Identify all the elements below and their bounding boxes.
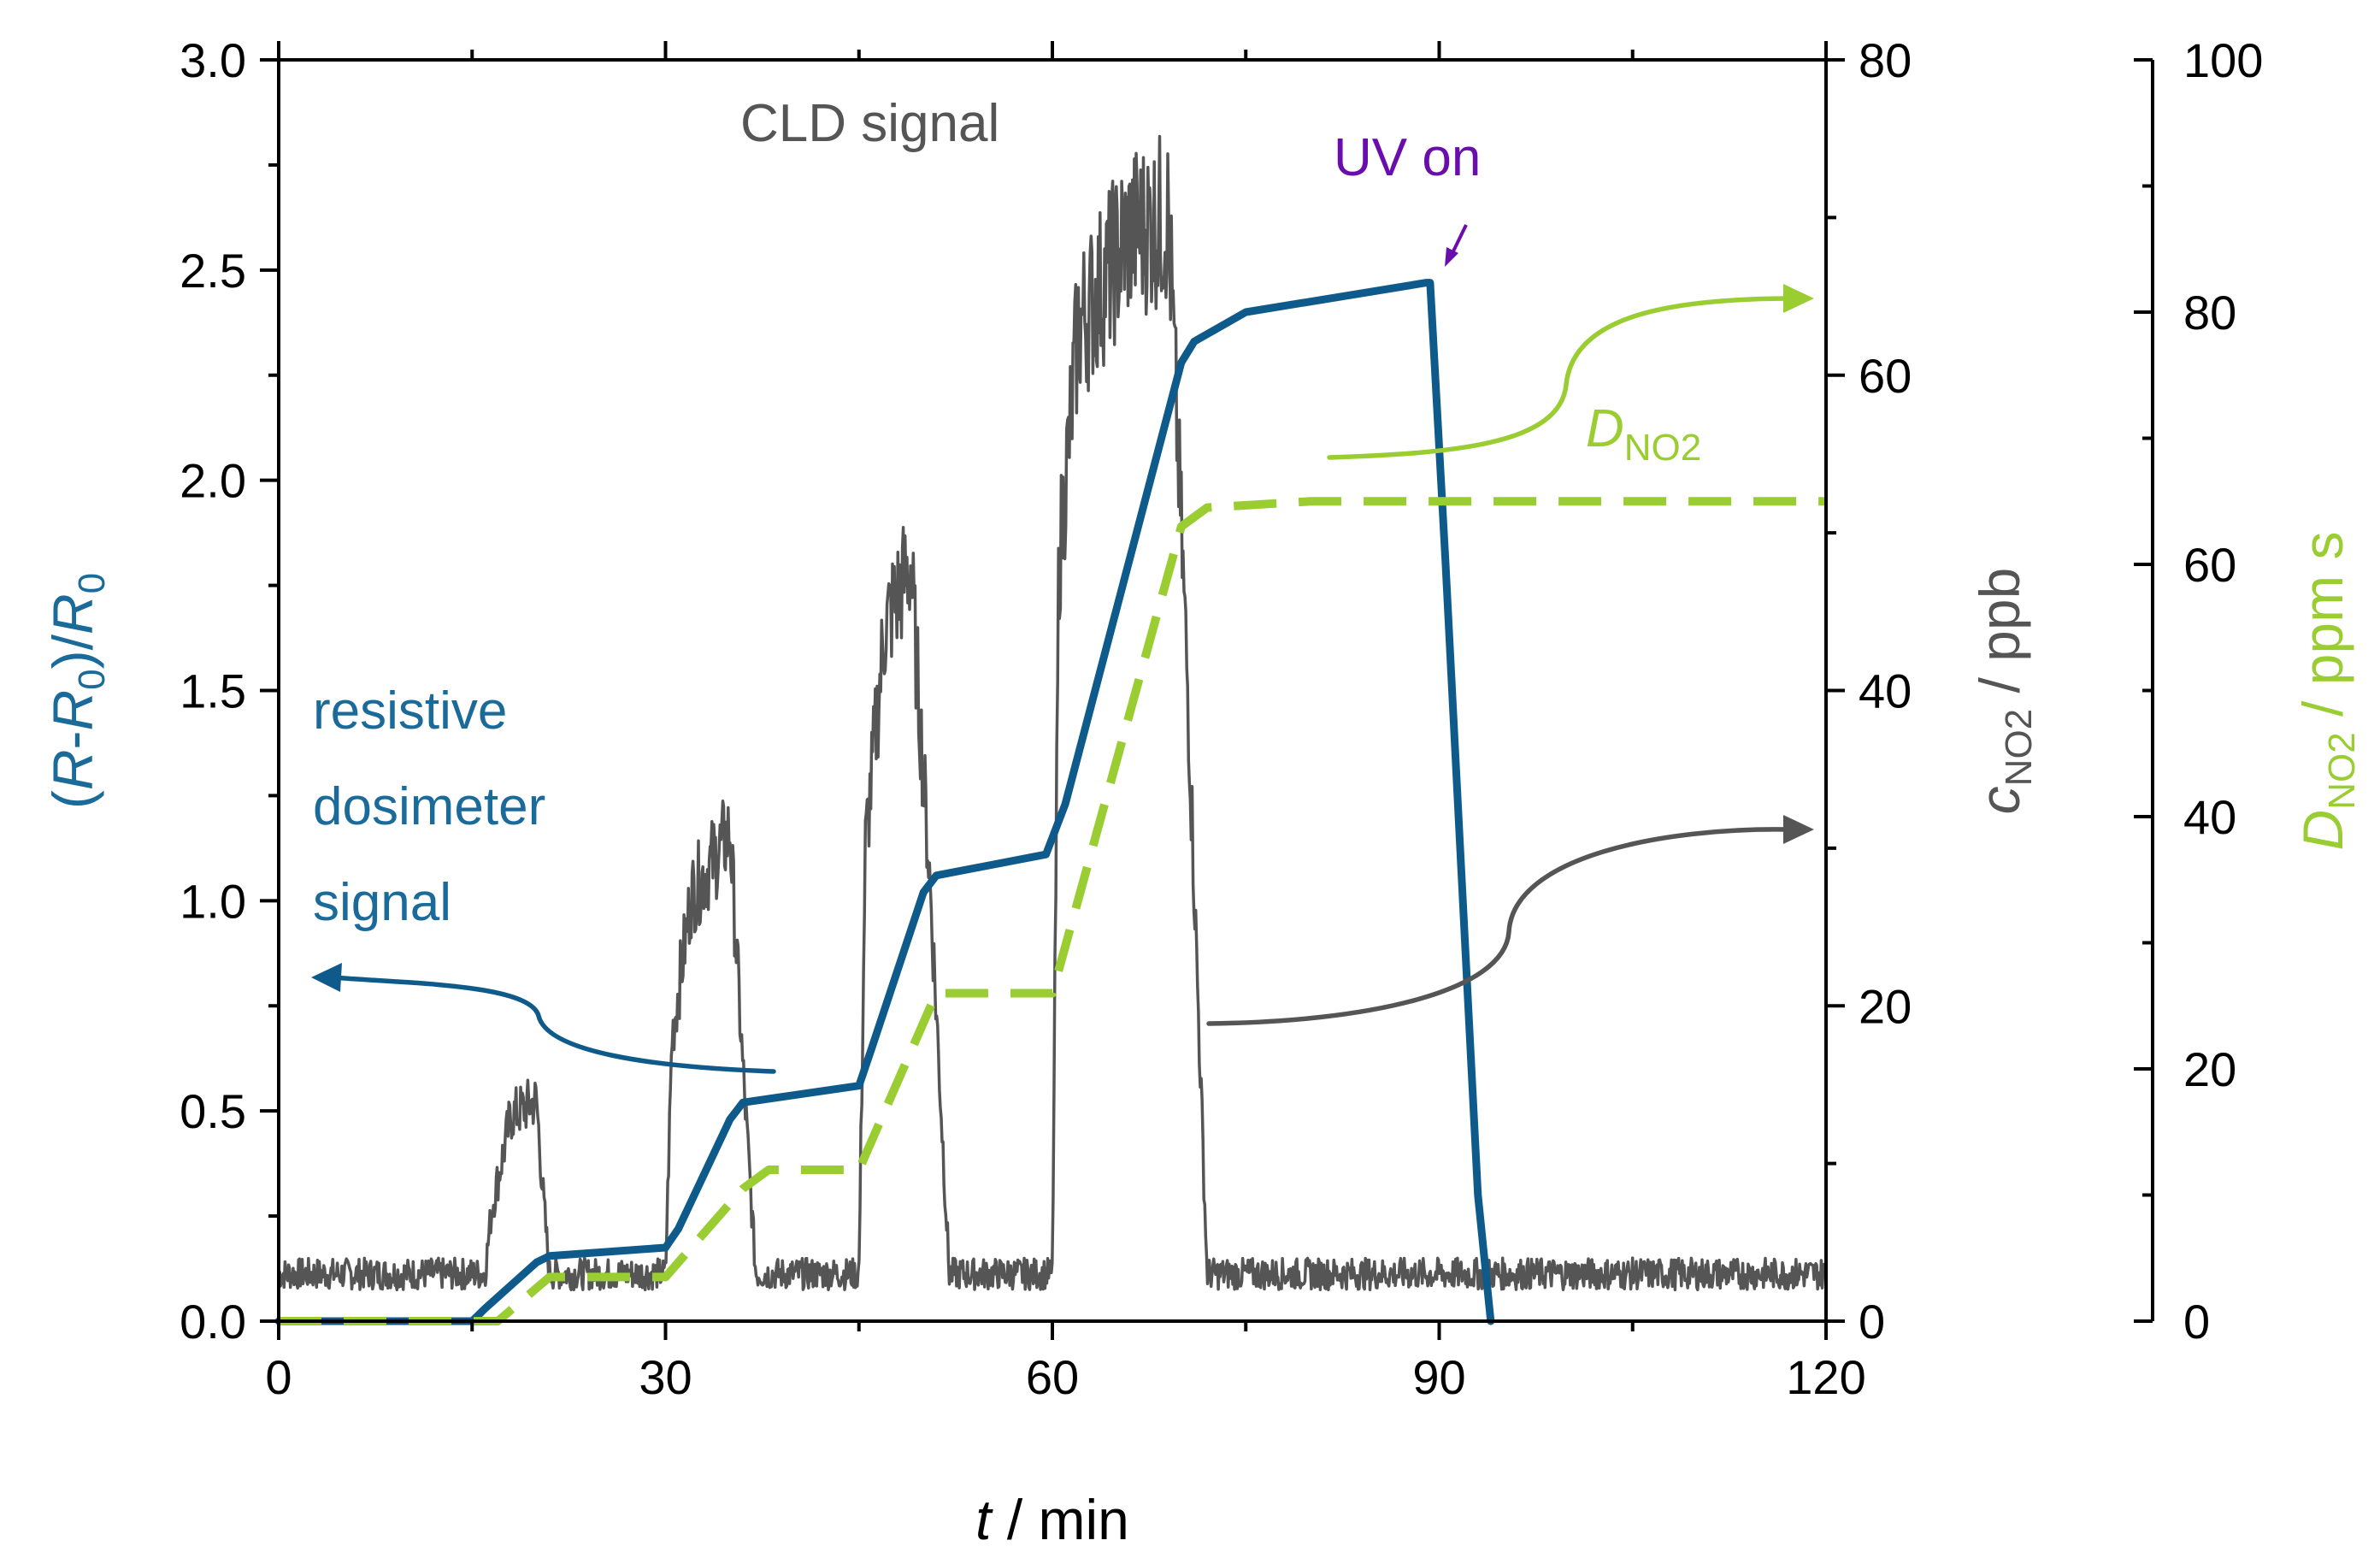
x-axis-title: t / min — [975, 1488, 1129, 1551]
annotation-arrows — [311, 224, 1814, 1074]
y-left-tick-label: 3.0 — [180, 33, 246, 87]
y-right1-tick-label: 80 — [1859, 33, 1912, 87]
resistive-arrow-head — [311, 963, 342, 992]
x-tick-label: 0 — [265, 1350, 292, 1404]
y-left-axis-title: (R-R0)/R0 — [41, 573, 113, 809]
labels: 0 30 60 90 120 0.0 0.5 1.0 1.5 2.0 2.5 3.0 0 20 40 60 80… — [41, 33, 2363, 1551]
y-right1-tick-label: 20 — [1859, 979, 1912, 1033]
x-tick-label: 30 — [639, 1350, 692, 1404]
y-left-tick-label: 1.0 — [180, 874, 246, 928]
cld-signal-label: CLD signal — [740, 94, 999, 153]
series-layer — [274, 134, 1828, 1325]
series-dno2 — [279, 497, 1826, 1325]
x-tick-label: 60 — [1026, 1350, 1079, 1404]
y-right1-axis-title: cNO2 / ppb — [1968, 568, 2040, 815]
uv-on-label: UV on — [1334, 128, 1481, 187]
dno2-label: DNO2 — [1586, 399, 1701, 469]
y-right2-tick-label: 0 — [2183, 1295, 2210, 1349]
resistive-arrow — [331, 975, 776, 1074]
y-right2-tick-label: 20 — [2183, 1042, 2236, 1096]
y-left-tick-label: 0.5 — [180, 1084, 246, 1138]
dno2-arrow — [1327, 296, 1789, 460]
uv-arrow-head — [1445, 247, 1458, 267]
resistive-label-line: resistive — [313, 682, 507, 741]
axes — [260, 41, 2154, 1340]
cld-arrow-head — [1783, 815, 1814, 844]
series-resistive-dosimeter — [274, 279, 1495, 1325]
series-cld-signal — [277, 134, 1828, 1292]
resistive-label-line: signal — [313, 873, 451, 932]
x-tick-label: 120 — [1786, 1350, 1865, 1404]
resistive-label-line: dosimeter — [313, 777, 545, 836]
y-right2-tick-label: 100 — [2183, 33, 2263, 87]
y-right1-tick-label: 40 — [1859, 664, 1912, 718]
dno2-arrow-head — [1783, 284, 1814, 313]
y-left-tick-label: 0.0 — [180, 1295, 246, 1349]
y-right2-axis-title: DNO2 / ppm s — [2291, 532, 2363, 851]
y-left-tick-label: 1.5 — [180, 664, 246, 718]
y-right1-tick-label: 0 — [1859, 1295, 1885, 1349]
cld-arrow — [1206, 827, 1789, 1026]
y-left-tick-label: 2.5 — [180, 244, 246, 298]
x-tick-label: 90 — [1412, 1350, 1465, 1404]
y-right2-tick-label: 80 — [2183, 286, 2236, 339]
y-left-tick-label: 2.0 — [180, 454, 246, 508]
y-right1-tick-label: 60 — [1859, 349, 1912, 403]
y-right2-tick-label: 40 — [2183, 790, 2236, 844]
y-right2-tick-label: 60 — [2183, 538, 2236, 592]
